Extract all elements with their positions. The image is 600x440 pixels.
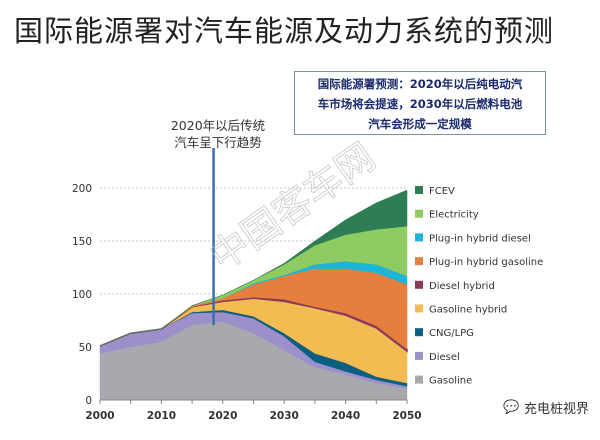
legend-label: Diesel [429,352,460,363]
y-tick-label: 100 [72,289,92,301]
legend-label: Gasoline hybrid [429,305,507,316]
page-title: 国际能源署对汽车能源及动力系统的预测 [14,14,555,48]
annotation-line: 2020年以后传统 [170,118,266,133]
legend-label: Plug-in hybrid diesel [429,233,531,244]
x-tick-label: 2010 [147,410,176,422]
legend-swatch [415,257,423,266]
y-tick-label: 50 [79,342,92,354]
legend-label: CNG/LPG [429,328,474,339]
legend-label: FCEV [429,186,455,197]
x-tick-label: 2000 [85,410,114,422]
legend-swatch [415,280,423,289]
legend-label: Electricity [429,210,479,221]
x-tick-label: 2040 [331,410,360,422]
x-tick-label: 2050 [392,410,421,422]
forecast-callout: 国际能源署预测：2020年以后纯电动汽 车市场将会提速，2030年以后燃料电池 … [294,71,546,135]
y-tick-label: 150 [72,236,92,248]
area-fcev [99,189,408,347]
legend-label: Plug-in hybrid gasoline [429,257,543,268]
legend-swatch [415,328,423,337]
legend-swatch [415,233,423,242]
y-tick-label: 200 [72,183,92,195]
legend-swatch [415,186,423,194]
x-tick-label: 2020 [208,410,237,422]
legend-label: Diesel hybrid [429,281,495,292]
annotation-line: 汽车呈下行趋势 [174,135,262,150]
legend-swatch [415,375,423,384]
legend-label: Gasoline [429,376,472,387]
source-badge-label: 充电桩视界 [524,402,590,417]
wechat-icon: 💬 [503,400,520,415]
callout-line: 车市场将会提速，2030年以后燃料电池 [317,97,523,111]
y-tick-label: 0 [85,395,92,407]
legend-swatch [415,304,423,313]
callout-line: 汽车会形成一定规模 [368,117,472,131]
legend-swatch [415,209,423,218]
callout-line: 国际能源署预测：2020年以后纯电动汽 [317,77,523,91]
x-tick-label: 2030 [270,410,299,422]
legend-swatch [415,351,423,360]
trend-annotation: 2020年以后传统 汽车呈下行趋势 [158,117,278,151]
